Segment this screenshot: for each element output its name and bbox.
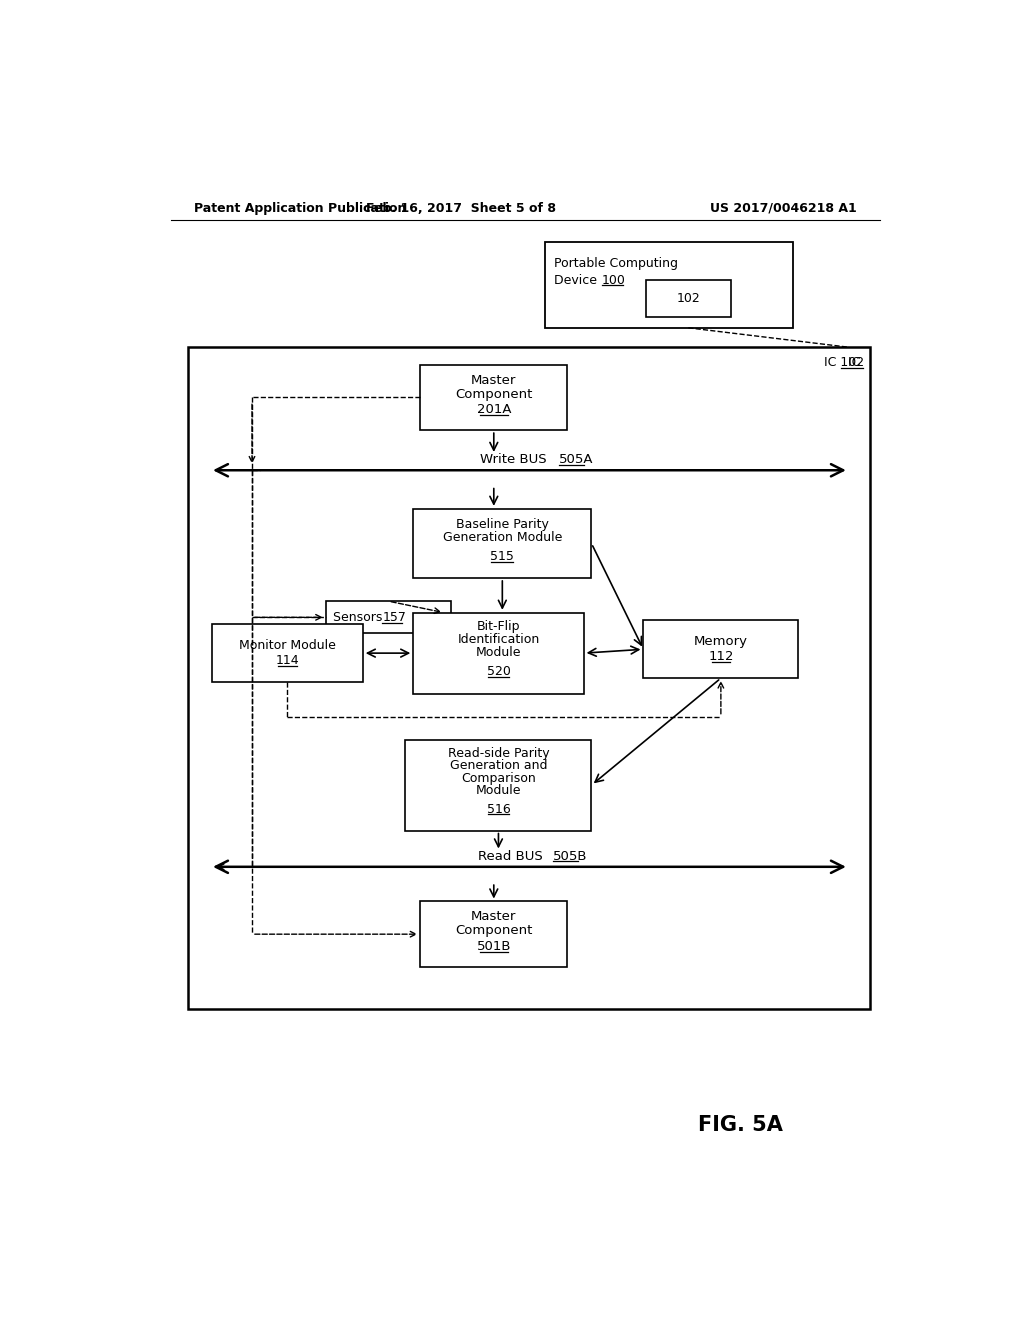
Text: 520: 520 — [486, 665, 510, 677]
Text: Memory: Memory — [694, 635, 748, 648]
Text: Portable Computing: Portable Computing — [554, 256, 678, 269]
Text: Monitor Module: Monitor Module — [239, 639, 336, 652]
Text: 515: 515 — [490, 550, 514, 564]
Text: FIG. 5A: FIG. 5A — [697, 1115, 782, 1135]
Bar — [643, 620, 799, 678]
Text: Identification: Identification — [458, 634, 540, 647]
Text: Comparison: Comparison — [461, 772, 536, 785]
Text: Generation Module: Generation Module — [442, 531, 562, 544]
Text: Master: Master — [471, 911, 516, 924]
Text: IC: IC — [848, 356, 864, 370]
Text: 114: 114 — [275, 655, 299, 668]
Text: 157: 157 — [382, 611, 407, 624]
Text: 112: 112 — [709, 651, 733, 664]
Text: Master: Master — [471, 374, 516, 387]
Text: Read BUS: Read BUS — [478, 850, 547, 862]
Bar — [414, 612, 584, 693]
Text: Read-side Parity: Read-side Parity — [447, 747, 549, 760]
Text: Sensors: Sensors — [334, 611, 387, 624]
Text: Component: Component — [455, 388, 532, 400]
Bar — [406, 739, 592, 830]
Text: Device: Device — [554, 273, 601, 286]
Text: Patent Application Publication: Patent Application Publication — [194, 202, 407, 215]
Bar — [646, 280, 731, 317]
Text: 100: 100 — [601, 273, 626, 286]
Text: Bit-Flip: Bit-Flip — [477, 620, 520, 634]
Text: 505A: 505A — [559, 453, 593, 466]
Bar — [188, 347, 870, 1010]
Text: IC 102: IC 102 — [824, 356, 864, 370]
Text: Module: Module — [476, 647, 521, 659]
Text: US 2017/0046218 A1: US 2017/0046218 A1 — [710, 202, 856, 215]
Text: 516: 516 — [486, 803, 510, 816]
Text: 505B: 505B — [553, 850, 587, 862]
Bar — [414, 508, 592, 578]
Text: Module: Module — [476, 784, 521, 797]
Text: Feb. 16, 2017  Sheet 5 of 8: Feb. 16, 2017 Sheet 5 of 8 — [367, 202, 556, 215]
Text: 201A: 201A — [476, 403, 511, 416]
Bar — [545, 242, 793, 327]
Text: Generation and: Generation and — [450, 759, 547, 772]
Bar — [420, 902, 567, 966]
Bar — [326, 601, 452, 634]
Text: Write BUS: Write BUS — [480, 453, 551, 466]
Bar — [420, 364, 567, 430]
Text: 501B: 501B — [476, 940, 511, 953]
Bar — [212, 624, 362, 682]
Text: 102: 102 — [677, 292, 700, 305]
Text: Component: Component — [455, 924, 532, 937]
Text: Baseline Parity: Baseline Parity — [456, 517, 549, 531]
